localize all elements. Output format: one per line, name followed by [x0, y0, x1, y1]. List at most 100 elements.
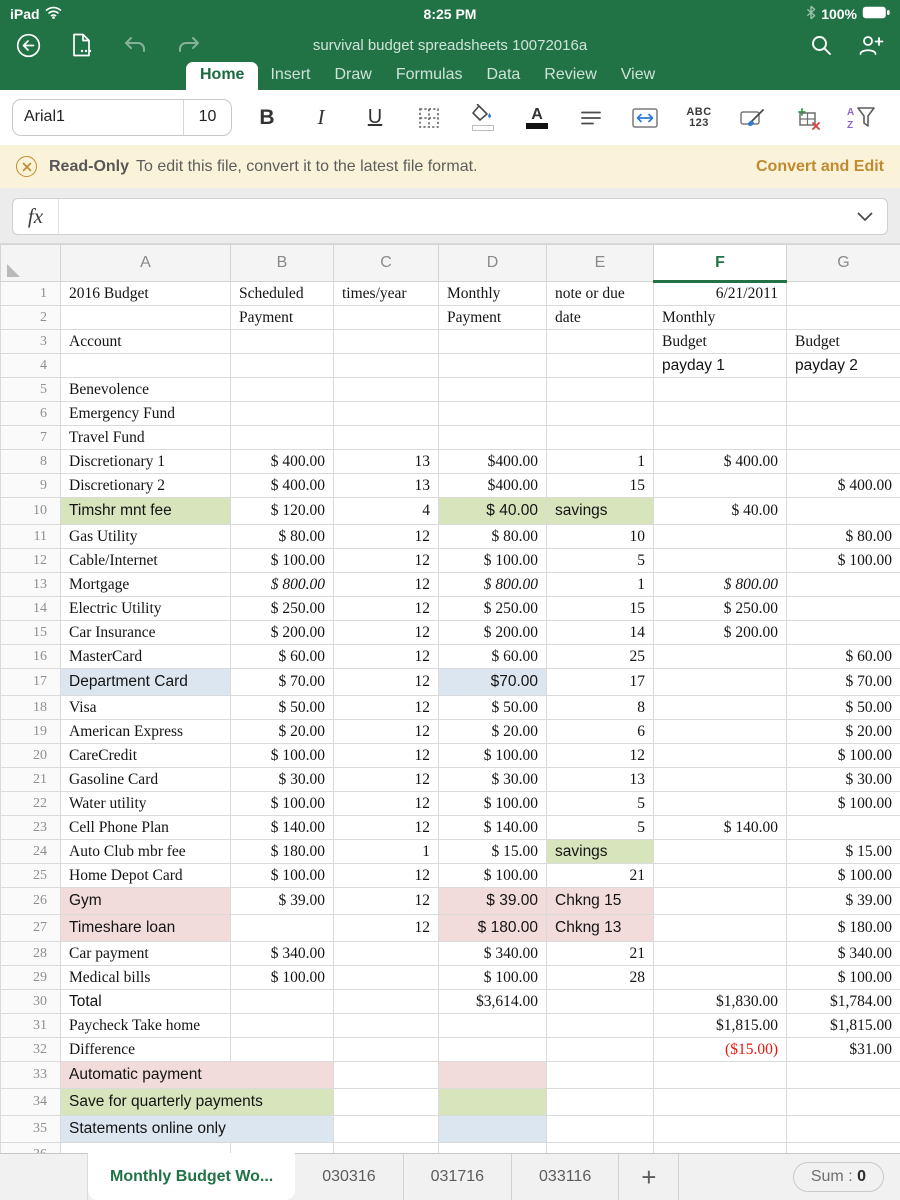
cell-G36[interactable] — [786, 1142, 900, 1153]
merge-cells-icon[interactable] — [622, 97, 668, 139]
cell-B24[interactable]: $ 180.00 — [230, 839, 334, 864]
cell-E36[interactable] — [546, 1142, 654, 1153]
cell-E25[interactable]: 21 — [546, 863, 654, 888]
bold-button[interactable]: B — [244, 97, 290, 139]
cell-A36[interactable] — [60, 1142, 231, 1153]
row-header-10[interactable]: 10 — [0, 497, 61, 525]
cell-C22[interactable]: 12 — [333, 791, 439, 816]
tab-formulas[interactable]: Formulas — [384, 63, 475, 90]
cell-C32[interactable] — [333, 1037, 439, 1062]
cell-G3[interactable]: Budget — [786, 329, 900, 354]
column-header-G[interactable]: G — [786, 244, 900, 282]
cell-B10[interactable]: $ 120.00 — [230, 497, 334, 525]
cell-E16[interactable]: 25 — [546, 644, 654, 669]
cell-A27[interactable]: Timeshare loan — [60, 914, 231, 942]
cell-C4[interactable] — [333, 353, 439, 378]
column-header-A[interactable]: A — [60, 244, 231, 282]
cell-D10[interactable]: $ 40.00 — [438, 497, 547, 525]
cell-G30[interactable]: $1,784.00 — [786, 989, 900, 1014]
cell-D2[interactable]: Payment — [438, 305, 547, 330]
cell-D27[interactable]: $ 180.00 — [438, 914, 547, 942]
cell-C24[interactable]: 1 — [333, 839, 439, 864]
cell-F34[interactable] — [653, 1088, 787, 1116]
cell-A23[interactable]: Cell Phone Plan — [60, 815, 231, 840]
convert-and-edit-button[interactable]: Convert and Edit — [755, 157, 884, 175]
cell-F18[interactable] — [653, 695, 787, 720]
row-header-33[interactable]: 33 — [0, 1061, 61, 1089]
cell-D31[interactable] — [438, 1013, 547, 1038]
cell-D12[interactable]: $ 100.00 — [438, 548, 547, 573]
cell-G7[interactable] — [786, 425, 900, 450]
cell-E7[interactable] — [546, 425, 654, 450]
cell-G9[interactable]: $ 400.00 — [786, 473, 900, 498]
cell-D35[interactable] — [438, 1115, 547, 1143]
cell-A12[interactable]: Cable/Internet — [60, 548, 231, 573]
cell-F14[interactable]: $ 250.00 — [653, 596, 787, 621]
row-header-2[interactable]: 2 — [0, 305, 61, 330]
redo-icon[interactable] — [177, 36, 201, 54]
cell-C9[interactable]: 13 — [333, 473, 439, 498]
cell-A22[interactable]: Water utility — [60, 791, 231, 816]
italic-button[interactable]: I — [298, 97, 344, 139]
select-all-corner[interactable] — [0, 244, 61, 282]
cell-G10[interactable] — [786, 497, 900, 525]
cell-D20[interactable]: $ 100.00 — [438, 743, 547, 768]
cell-D33[interactable] — [438, 1061, 547, 1089]
cell-F27[interactable] — [653, 914, 787, 942]
cell-F10[interactable]: $ 40.00 — [653, 497, 787, 525]
cell-C36[interactable] — [333, 1142, 439, 1153]
cell-E5[interactable] — [546, 377, 654, 402]
cell-E11[interactable]: 10 — [546, 524, 654, 549]
cell-C26[interactable]: 12 — [333, 887, 439, 915]
cell-G21[interactable]: $ 30.00 — [786, 767, 900, 792]
cell-F8[interactable]: $ 400.00 — [653, 449, 787, 474]
cell-E19[interactable]: 6 — [546, 719, 654, 744]
font-color-icon[interactable]: A — [514, 97, 560, 139]
cell-C11[interactable]: 12 — [333, 524, 439, 549]
cell-E27[interactable]: Chkng 13 — [546, 914, 654, 942]
row-header-17[interactable]: 17 — [0, 668, 61, 696]
cell-E13[interactable]: 1 — [546, 572, 654, 597]
insert-delete-cells-icon[interactable] — [784, 97, 830, 139]
cell-B18[interactable]: $ 50.00 — [230, 695, 334, 720]
cell-C34[interactable] — [333, 1088, 439, 1116]
cell-B11[interactable]: $ 80.00 — [230, 524, 334, 549]
cell-B22[interactable]: $ 100.00 — [230, 791, 334, 816]
cell-D4[interactable] — [438, 353, 547, 378]
cell-C3[interactable] — [333, 329, 439, 354]
row-header-29[interactable]: 29 — [0, 965, 61, 990]
file-menu-icon[interactable] — [71, 33, 93, 57]
cell-G15[interactable] — [786, 620, 900, 645]
cell-D6[interactable] — [438, 401, 547, 426]
cell-B26[interactable]: $ 39.00 — [230, 887, 334, 915]
cell-A35[interactable]: Statements online only — [60, 1115, 334, 1143]
cell-E14[interactable]: 15 — [546, 596, 654, 621]
cell-G8[interactable] — [786, 449, 900, 474]
cell-C16[interactable]: 12 — [333, 644, 439, 669]
cell-E26[interactable]: Chkng 15 — [546, 887, 654, 915]
cell-C28[interactable] — [333, 941, 439, 966]
cell-F11[interactable] — [653, 524, 787, 549]
cell-D19[interactable]: $ 20.00 — [438, 719, 547, 744]
tab-home[interactable]: Home — [186, 62, 259, 90]
formula-expand-chevron-icon[interactable] — [843, 212, 887, 222]
column-header-C[interactable]: C — [333, 244, 439, 282]
cell-C23[interactable]: 12 — [333, 815, 439, 840]
row-header-12[interactable]: 12 — [0, 548, 61, 573]
cell-G28[interactable]: $ 340.00 — [786, 941, 900, 966]
cell-G2[interactable] — [786, 305, 900, 330]
row-header-24[interactable]: 24 — [0, 839, 61, 864]
cell-B2[interactable]: Payment — [230, 305, 334, 330]
cell-E21[interactable]: 13 — [546, 767, 654, 792]
cell-F21[interactable] — [653, 767, 787, 792]
cell-D5[interactable] — [438, 377, 547, 402]
cell-B36[interactable] — [230, 1142, 334, 1153]
cell-C12[interactable]: 12 — [333, 548, 439, 573]
cell-E17[interactable]: 17 — [546, 668, 654, 696]
row-header-14[interactable]: 14 — [0, 596, 61, 621]
fill-color-icon[interactable] — [460, 97, 506, 139]
tab-view[interactable]: View — [609, 63, 667, 90]
cell-E2[interactable]: date — [546, 305, 654, 330]
cell-B31[interactable] — [230, 1013, 334, 1038]
cell-E18[interactable]: 8 — [546, 695, 654, 720]
